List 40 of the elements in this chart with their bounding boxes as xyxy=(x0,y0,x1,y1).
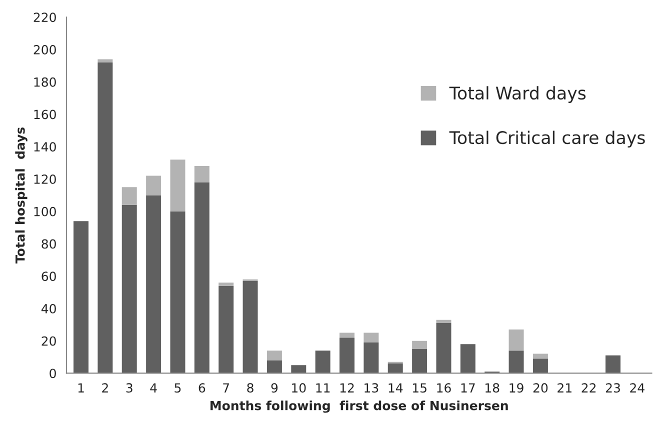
y-tick-label: 100 xyxy=(34,206,56,216)
x-tick-label: 15 xyxy=(412,383,426,393)
y-tick-label: 160 xyxy=(34,110,56,120)
y-tick-label: 80 xyxy=(42,239,56,249)
y-tick-label: 120 xyxy=(34,174,56,184)
x-tick-label: 5 xyxy=(174,383,181,393)
legend-label: Total Ward days xyxy=(449,86,586,103)
x-tick-label: 17 xyxy=(461,383,475,392)
x-tick-label: 12 xyxy=(340,383,354,392)
y-tick-label: 180 xyxy=(34,77,56,87)
x-tick-label: 22 xyxy=(582,383,596,392)
x-tick-label: 14 xyxy=(388,383,403,392)
x-tick-label: 8 xyxy=(247,383,254,393)
x-tick-label: 18 xyxy=(486,383,500,393)
x-tick-label: 9 xyxy=(271,383,278,393)
y-tick-label: 40 xyxy=(41,304,56,314)
y-tick-label: 60 xyxy=(42,272,56,282)
x-tick-label: 24 xyxy=(630,383,644,392)
y-tick-label: 20 xyxy=(42,336,56,346)
x-tick-label: 19 xyxy=(510,383,524,393)
legend-label: Total Critical care days xyxy=(449,130,645,148)
y-tick-label: 200 xyxy=(34,45,56,54)
x-axis-title: Months following first dose of Nusinersen xyxy=(210,400,508,413)
y-tick-label: 140 xyxy=(34,142,56,152)
x-tick-label: 3 xyxy=(126,383,132,393)
x-tick-label: 20 xyxy=(533,383,548,393)
x-tick-label: 23 xyxy=(606,383,620,393)
x-tick-label: 2 xyxy=(102,383,108,392)
y-tick-label: 220 xyxy=(34,12,56,22)
x-tick-label: 21 xyxy=(558,383,572,392)
x-tick-label: 6 xyxy=(198,383,206,393)
y-tick-label: 0 xyxy=(50,368,56,378)
x-tick-label: 7 xyxy=(223,383,230,392)
x-tick-label: 1 xyxy=(78,383,84,392)
x-tick-label: 16 xyxy=(437,383,451,393)
x-tick-label: 4 xyxy=(150,383,157,392)
x-tick-label: 11 xyxy=(316,383,330,392)
x-tick-label: 13 xyxy=(364,383,378,393)
y-axis-title: Total hospital days xyxy=(15,127,28,264)
x-tick-label: 10 xyxy=(292,383,306,393)
